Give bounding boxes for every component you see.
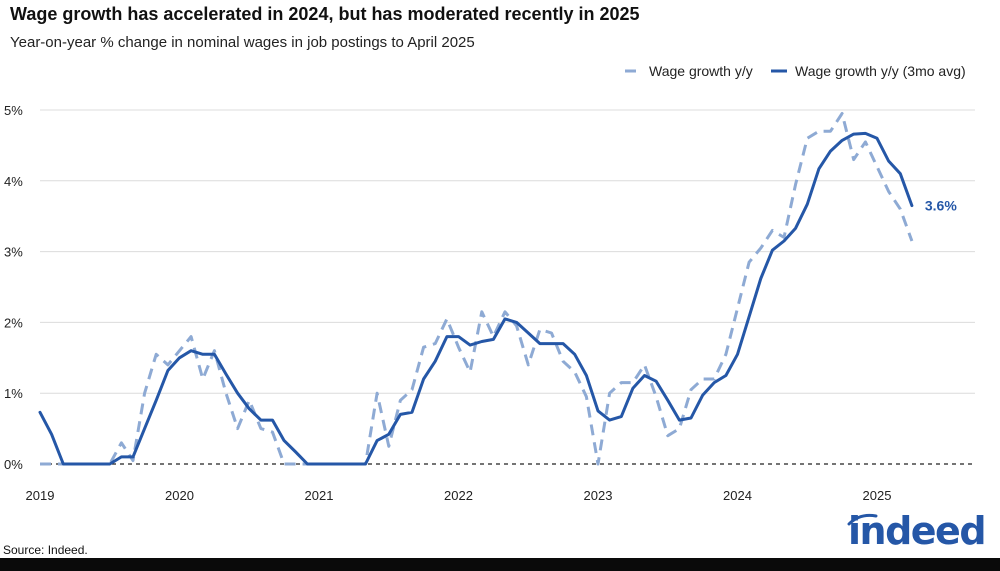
source-note: Source: Indeed. (3, 543, 88, 557)
x-axis: 2019 2020 2021 2022 2023 2024 2025 (26, 488, 892, 503)
y-tick-label: 2% (4, 315, 23, 330)
x-tick-label: 2021 (305, 488, 334, 503)
chart-title: Wage growth has accelerated in 2024, but… (10, 4, 640, 24)
series-line-wage-growth (40, 112, 914, 466)
y-tick-label: 4% (4, 174, 23, 189)
bottom-bar (0, 558, 1000, 571)
y-tick-label: 5% (4, 103, 23, 118)
legend-label-dashed: Wage growth y/y (649, 63, 753, 79)
chart-subtitle: Year-on-year % change in nominal wages i… (10, 34, 475, 51)
indeed-logo-arc (847, 513, 878, 526)
x-tick-label: 2025 (863, 488, 892, 503)
x-tick-label: 2022 (444, 488, 473, 503)
x-tick-label: 2020 (165, 488, 194, 503)
y-tick-label: 3% (4, 245, 23, 260)
x-tick-label: 2019 (26, 488, 55, 503)
grid-layer (40, 109, 975, 465)
y-axis: 0% 1% 2% 3% 4% 5% (4, 103, 23, 472)
end-value-label: 3.6% (925, 198, 957, 214)
indeed-logo: indeed (848, 509, 987, 553)
series-layer (38, 112, 914, 466)
series-line-wage-growth-3mo-avg (38, 131, 914, 466)
y-tick-label: 1% (4, 386, 23, 401)
x-tick-label: 2023 (584, 488, 613, 503)
y-tick-label: 0% (4, 457, 23, 472)
legend: Wage growth y/y Wage growth y/y (3mo avg… (625, 63, 966, 79)
x-tick-label: 2024 (723, 488, 752, 503)
legend-label-solid: Wage growth y/y (3mo avg) (795, 63, 966, 79)
